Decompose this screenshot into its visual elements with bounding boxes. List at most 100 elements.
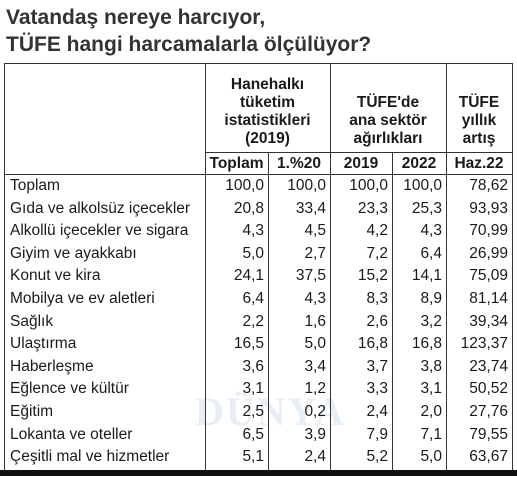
cell-value: 3,8: [420, 357, 442, 375]
cell-value: 4,2: [366, 222, 388, 240]
table-border: [512, 63, 513, 470]
cell-value: 100,0: [225, 177, 264, 194]
column-rule: [446, 63, 447, 470]
row-label: Gıda ve alkolsüz içecekler: [10, 199, 191, 217]
row-label: Giyim ve ayakkabı: [10, 244, 137, 262]
cell-value: 2,0: [420, 403, 442, 420]
cell-value: 63,67: [469, 448, 508, 466]
cell-value: 100,0: [349, 177, 388, 194]
cell-value: 2,2: [242, 312, 264, 330]
row-label: Konut ve kira: [10, 267, 101, 285]
cell-value: 5,0: [242, 244, 264, 262]
row-label: Eğlence ve kültür: [10, 380, 129, 398]
row-label: Çeşitli mal ve hizmetler: [10, 448, 170, 466]
group-header: istatistikleri: [224, 112, 311, 129]
cell-value: 25,3: [411, 199, 442, 217]
cell-value: 7,2: [366, 244, 388, 262]
column-header: Toplam: [209, 155, 264, 172]
cell-value: 79,55: [469, 425, 508, 443]
cell-value: 3,9: [304, 425, 326, 443]
column-rule: [268, 152, 269, 470]
cell-value: 3,6: [242, 357, 264, 375]
cell-value: 123,37: [460, 335, 508, 353]
table-border: [4, 63, 5, 470]
cell-value: 7,9: [366, 425, 388, 443]
cell-value: 3,3: [366, 380, 388, 398]
column-rule: [205, 63, 206, 470]
cell-value: 37,5: [295, 267, 326, 285]
column-rule: [330, 63, 331, 470]
group-header: (2019): [245, 130, 290, 147]
cell-value: 0,2: [304, 403, 326, 420]
column-header: Haz.22: [454, 155, 504, 172]
row-label: Haberleşme: [10, 357, 94, 375]
cell-value: 100,0: [287, 177, 326, 194]
cell-value: 5,0: [304, 335, 326, 353]
cell-value: 16,8: [411, 335, 442, 353]
cell-value: 2,5: [242, 403, 264, 420]
cell-value: 2,4: [304, 448, 326, 466]
group-header: yıllık: [461, 112, 497, 129]
cell-value: 23,3: [357, 199, 388, 217]
column-header: 2019: [343, 155, 379, 172]
group-header: TÜFE: [458, 94, 500, 111]
row-label: Toplam: [10, 177, 60, 194]
cell-value: 24,1: [233, 267, 264, 285]
cell-value: 16,8: [357, 335, 388, 353]
cell-value: 3,1: [242, 380, 264, 398]
group-header: tüketim: [239, 94, 296, 111]
cell-value: 6,4: [420, 244, 442, 262]
cell-value: 8,9: [420, 290, 442, 307]
cell-value: 5,1: [242, 448, 264, 466]
cell-value: 50,52: [469, 380, 508, 398]
cell-value: 4,3: [420, 222, 442, 240]
bottom-bar: [0, 469, 517, 476]
cell-value: 70,99: [469, 222, 508, 240]
cell-value: 2,6: [366, 312, 388, 330]
cell-value: 3,7: [366, 357, 388, 375]
row-label: Eğitim: [10, 403, 54, 420]
cell-value: 4,3: [304, 290, 326, 307]
cell-value: 1,6: [304, 312, 326, 330]
table-border: [4, 63, 512, 64]
cell-value: 81,14: [469, 290, 508, 307]
cell-value: 39,34: [469, 312, 508, 330]
row-label: Lokanta ve oteller: [10, 425, 133, 443]
column-header: 1.%20: [277, 155, 321, 172]
cell-value: 93,93: [469, 199, 508, 217]
column-header: 2022: [401, 155, 437, 172]
cell-value: 33,4: [295, 199, 326, 217]
watermark: DÜNYA: [195, 389, 346, 434]
cell-value: 3,4: [304, 357, 326, 375]
cell-value: 6,5: [242, 425, 264, 443]
group-header: ana sektör: [349, 112, 427, 129]
cell-value: 16,5: [233, 335, 264, 353]
row-label: Alkollü içecekler ve sigara: [10, 222, 189, 240]
cell-value: 2,7: [304, 244, 326, 262]
cell-value: 26,99: [469, 244, 508, 262]
row-label: Sağlık: [10, 312, 54, 330]
cell-value: 1,2: [304, 380, 326, 398]
cell-value: 15,2: [357, 267, 388, 285]
cell-value: 5,0: [420, 448, 442, 466]
cell-value: 100,0: [403, 177, 442, 194]
column-rule: [392, 152, 393, 470]
cell-value: 4,5: [304, 222, 326, 240]
cell-value: 3,2: [420, 312, 442, 330]
cell-value: 75,09: [469, 267, 508, 285]
group-header: Hanehalkı: [230, 76, 305, 93]
header-rule: [4, 174, 512, 175]
cell-value: 78,62: [469, 177, 508, 194]
group-header: artış: [462, 130, 496, 147]
cell-value: 3,1: [420, 380, 442, 398]
cell-value: 4,3: [242, 222, 264, 240]
group-header: TÜFE'de: [356, 94, 420, 111]
group-header: ağırlıkları: [353, 130, 423, 147]
cell-value: 2,4: [366, 403, 388, 420]
cell-value: 8,3: [366, 290, 388, 307]
row-label: Mobilya ve ev aletleri: [10, 290, 155, 307]
cell-value: 5,2: [366, 448, 388, 466]
cell-value: 7,1: [420, 425, 442, 443]
cell-value: 20,8: [233, 199, 264, 217]
